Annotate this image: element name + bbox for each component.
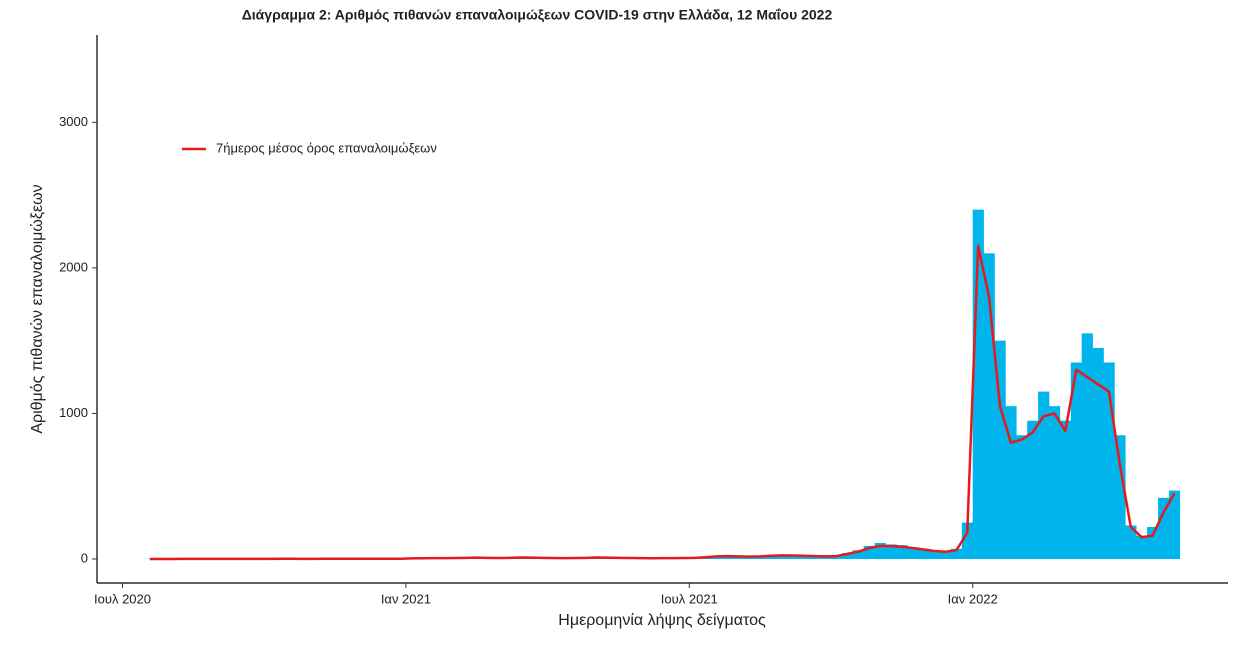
bar bbox=[863, 545, 875, 559]
bar bbox=[765, 555, 777, 559]
bar bbox=[1049, 406, 1061, 559]
bar bbox=[961, 522, 973, 559]
x-tick-label: Ιουλ 2020 bbox=[94, 591, 151, 606]
bar bbox=[918, 548, 930, 559]
bar bbox=[1027, 420, 1039, 559]
bar bbox=[1168, 490, 1181, 559]
bar bbox=[1070, 362, 1082, 559]
bar bbox=[1038, 391, 1050, 559]
x-tick-label: Ιαν 2022 bbox=[948, 591, 998, 606]
y-tick-label: 2000 bbox=[59, 259, 88, 274]
bar bbox=[950, 548, 963, 559]
bar bbox=[1136, 535, 1148, 559]
legend-label: 7ήμερος μέσος όρος επαναλοιμώξεων bbox=[216, 140, 437, 155]
bar bbox=[896, 545, 908, 559]
bar bbox=[809, 555, 821, 559]
bar bbox=[1158, 497, 1170, 559]
bar bbox=[1016, 435, 1028, 559]
x-axis-label: Ημερομηνία λήψης δείγματος bbox=[558, 612, 766, 629]
bar bbox=[1114, 435, 1126, 559]
bar bbox=[1125, 525, 1137, 559]
bar bbox=[1081, 333, 1093, 559]
y-tick-label: 3000 bbox=[59, 114, 88, 129]
bar bbox=[972, 209, 984, 559]
x-tick-label: Ιουλ 2021 bbox=[661, 591, 718, 606]
bar bbox=[929, 550, 941, 559]
bar bbox=[1005, 406, 1017, 559]
bar bbox=[787, 554, 799, 559]
bar bbox=[874, 542, 886, 559]
trend-line bbox=[149, 244, 1176, 561]
bar bbox=[852, 550, 864, 559]
y-tick-label: 0 bbox=[81, 550, 88, 565]
bar bbox=[1103, 362, 1115, 559]
bar bbox=[885, 544, 897, 559]
bar bbox=[798, 555, 810, 559]
bar bbox=[1059, 420, 1072, 559]
bar bbox=[776, 554, 788, 559]
bar bbox=[1147, 526, 1159, 559]
bar bbox=[940, 550, 952, 559]
bar bbox=[983, 253, 995, 559]
bar bbox=[907, 547, 919, 559]
chart-title: Διάγραμμα 2: Αριθμός πιθανών επαναλοιμώξ… bbox=[242, 7, 833, 23]
y-axis-label: Αριθμός πιθανών επαναλοιμώξεων bbox=[29, 184, 46, 433]
bar bbox=[841, 553, 854, 559]
y-tick-label: 1000 bbox=[59, 405, 88, 420]
bar bbox=[1092, 347, 1104, 559]
x-tick-label: Ιαν 2021 bbox=[381, 591, 431, 606]
bar bbox=[994, 340, 1006, 559]
